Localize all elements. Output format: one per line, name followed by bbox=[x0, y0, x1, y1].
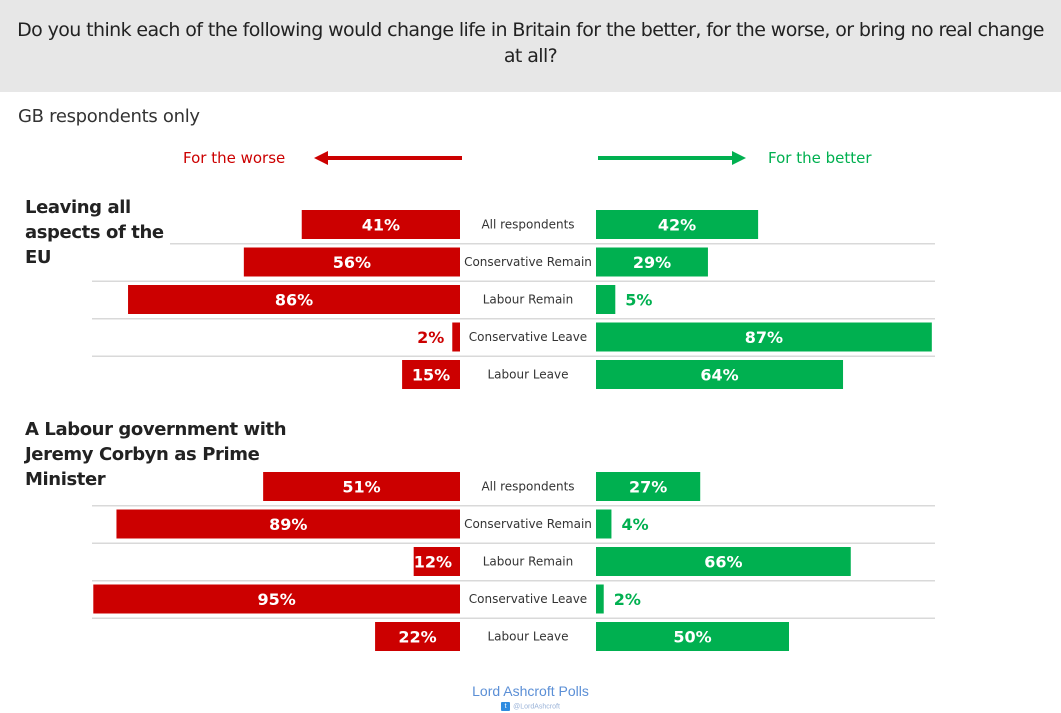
bar-worse bbox=[263, 472, 460, 501]
bar-worse bbox=[301, 210, 460, 239]
bar-better bbox=[596, 322, 932, 352]
chart-subtitle: GB respondents only bbox=[18, 106, 200, 127]
category-label: Conservative Leave bbox=[469, 592, 587, 606]
data-label-worse: 12% bbox=[414, 553, 452, 572]
data-label-better: 27% bbox=[629, 478, 667, 497]
group-title-line: Jeremy Corbyn as Prime bbox=[25, 444, 260, 465]
data-label-worse: 41% bbox=[362, 216, 400, 235]
bar-better bbox=[596, 360, 844, 389]
bar-better bbox=[596, 247, 708, 277]
bar-better bbox=[596, 472, 701, 501]
twitter-icon: t bbox=[501, 702, 511, 711]
category-label: Labour Leave bbox=[487, 368, 568, 382]
category-label: All respondents bbox=[481, 480, 574, 494]
category-label: All respondents bbox=[481, 218, 574, 232]
data-label-better: 2% bbox=[614, 590, 641, 609]
arrow-right-icon bbox=[598, 151, 746, 165]
footer-handle[interactable]: @LordAshcroft bbox=[513, 703, 560, 711]
bar-better bbox=[596, 285, 616, 314]
legend-better-label: For the better bbox=[768, 149, 872, 167]
category-label: Labour Remain bbox=[483, 555, 574, 569]
bar-worse bbox=[375, 622, 460, 651]
data-label-better: 42% bbox=[658, 216, 696, 235]
bar-worse bbox=[243, 247, 460, 277]
data-label-worse: 95% bbox=[258, 590, 296, 609]
data-label-worse: 89% bbox=[269, 515, 307, 534]
bar-better bbox=[596, 547, 851, 576]
category-label: Conservative Remain bbox=[464, 255, 592, 269]
question-header: Do you think each of the following would… bbox=[0, 0, 1061, 92]
category-label: Labour Remain bbox=[483, 293, 574, 307]
category-label: Labour Leave bbox=[487, 630, 568, 644]
data-label-better: 29% bbox=[633, 253, 671, 272]
group-title-line: aspects of the bbox=[25, 222, 164, 243]
data-label-better: 5% bbox=[625, 291, 652, 310]
data-label-worse: 22% bbox=[398, 628, 436, 647]
group-title-line: Leaving all bbox=[25, 197, 131, 218]
group-title-line: Minister bbox=[25, 469, 106, 490]
bar-worse bbox=[93, 584, 461, 614]
data-label-worse: 2% bbox=[417, 328, 444, 347]
category-label: Conservative Leave bbox=[469, 330, 587, 344]
arrow-left-icon bbox=[314, 151, 462, 165]
data-label-better: 50% bbox=[673, 628, 711, 647]
data-label-better: 66% bbox=[704, 553, 742, 572]
data-label-worse: 86% bbox=[275, 291, 313, 310]
bar-better bbox=[596, 509, 612, 539]
data-label-worse: 15% bbox=[412, 366, 450, 385]
bar-worse bbox=[413, 547, 460, 576]
question-text: Do you think each of the following would… bbox=[17, 19, 1044, 67]
group-title-leaving-eu: Leaving all aspects of the EU bbox=[25, 195, 164, 270]
group-title-line: A Labour government with bbox=[25, 419, 287, 440]
data-label-worse: 51% bbox=[342, 478, 380, 497]
bar-better bbox=[596, 210, 759, 239]
bar-worse bbox=[128, 285, 461, 314]
group-title-line: EU bbox=[25, 247, 52, 268]
bar-worse bbox=[452, 322, 460, 352]
bar-worse bbox=[402, 360, 460, 389]
bar-better bbox=[596, 622, 789, 651]
data-label-better: 4% bbox=[621, 515, 648, 534]
data-label-worse: 56% bbox=[333, 253, 371, 272]
legend-worse-label: For the worse bbox=[183, 149, 286, 167]
data-label-better: 87% bbox=[745, 328, 783, 347]
bar-worse bbox=[116, 509, 461, 539]
category-label: Conservative Remain bbox=[464, 517, 592, 531]
data-label-better: 64% bbox=[700, 366, 738, 385]
footer-handle-row[interactable]: t @LordAshcroft bbox=[0, 702, 1061, 711]
footer-brand: Lord Ashcroft Polls bbox=[472, 683, 589, 699]
bar-better bbox=[596, 584, 604, 614]
group-title-corbyn-government: A Labour government with Jeremy Corbyn a… bbox=[25, 417, 287, 492]
